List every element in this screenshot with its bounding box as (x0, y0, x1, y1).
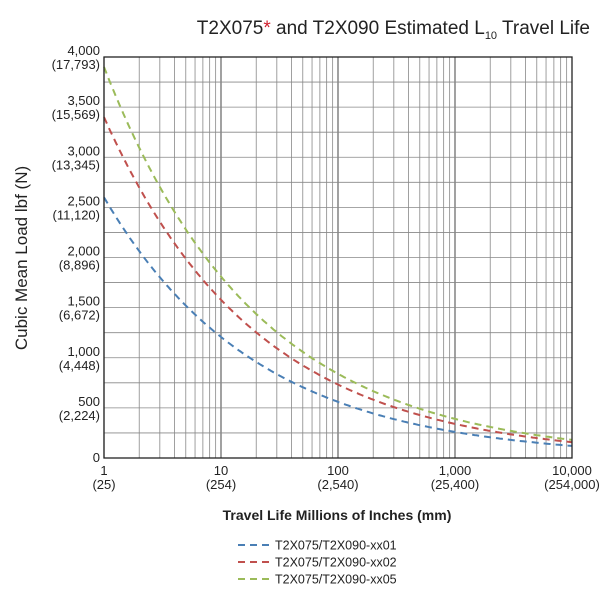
y-tick-sublabel: (13,345) (52, 157, 100, 172)
title-part1: T2X075 (197, 18, 264, 39)
y-tick-sublabel: (8,896) (59, 258, 100, 273)
y-tick-label: 2,500 (67, 193, 100, 208)
x-tick-sublabel: (25) (92, 477, 115, 492)
x-tick-label: 10 (214, 463, 228, 478)
y-tick-label: 1,000 (67, 344, 100, 359)
x-tick-label: 1,000 (439, 463, 472, 478)
series-line-1 (103, 196, 573, 447)
series-line-2 (103, 116, 573, 444)
y-tick-label: 1,500 (67, 294, 100, 309)
y-tick-label: 3,000 (67, 143, 100, 158)
title-subscript: 10 (485, 30, 497, 42)
y-tick-label: 4,000 (67, 43, 100, 58)
x-tick-label: 10,000 (552, 463, 592, 478)
legend-label: T2X075/T2X090-xx01 (275, 539, 397, 553)
title-asterisk: * (263, 18, 271, 39)
y-tick-label: 0 (93, 450, 100, 465)
y-tick-label: 3,500 (67, 93, 100, 108)
y-tick-label: 500 (78, 394, 100, 409)
x-tick-sublabel: (254,000) (544, 477, 600, 492)
title-part3: Travel Life (497, 18, 590, 39)
x-tick-label: 1 (100, 463, 107, 478)
y-tick-sublabel: (17,793) (52, 57, 100, 72)
y-tick-sublabel: (11,120) (53, 207, 100, 222)
y-tick-label: 2,000 (67, 244, 100, 259)
x-tick-sublabel: (254) (206, 477, 236, 492)
y-axis-label: Cubic Mean Load lbf (N) (12, 166, 31, 350)
legend-label: T2X075/T2X090-xx05 (275, 573, 397, 587)
y-tick-sublabel: (2,224) (59, 408, 100, 423)
y-tick-sublabel: (6,672) (59, 308, 100, 323)
title-part2: and T2X090 Estimated L (271, 18, 485, 39)
y-tick-sublabel: (15,569) (52, 107, 100, 122)
plot-frame (103, 56, 573, 459)
legend-label: T2X075/T2X090-xx02 (275, 556, 397, 570)
y-tick-sublabel: (4,448) (59, 358, 100, 373)
x-tick-sublabel: (2,540) (317, 477, 358, 492)
x-tick-label: 100 (327, 463, 349, 478)
x-tick-sublabel: (25,400) (431, 477, 479, 492)
chart-title: T2X075* and T2X090 Estimated L10 Travel … (197, 18, 590, 42)
x-axis-label: Travel Life Millions of Inches (mm) (223, 507, 452, 523)
